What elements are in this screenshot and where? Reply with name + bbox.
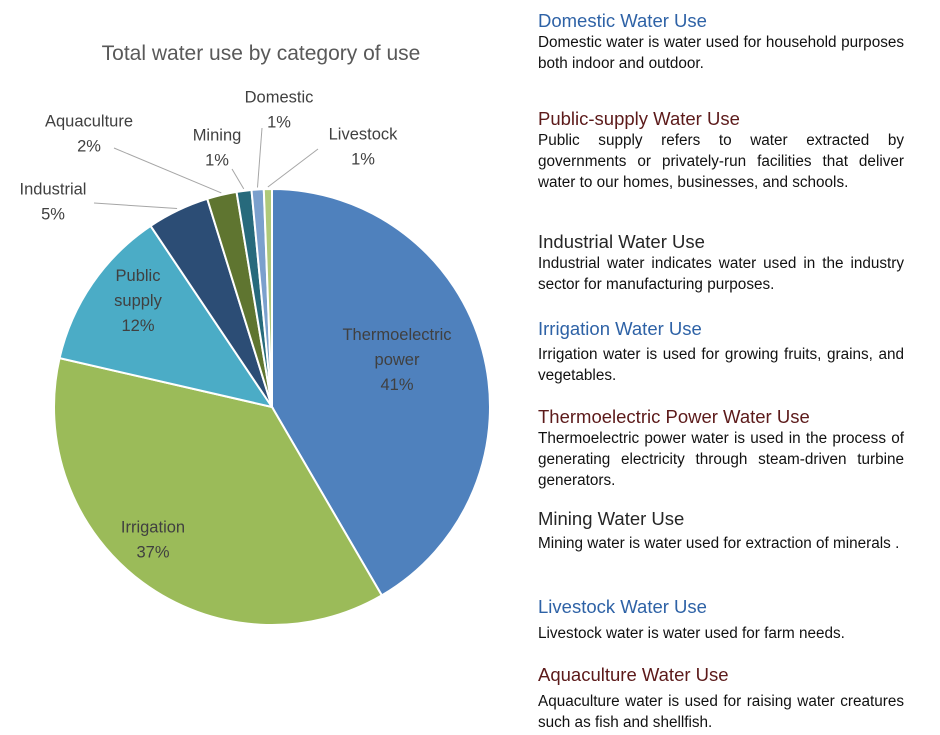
definition-title: Thermoelectric Power Water Use: [538, 406, 810, 427]
pie-slice-public-supply: [58, 224, 275, 409]
definition-title: Public-supply Water Use: [538, 108, 740, 129]
definition-aquaculture: Aquaculture Water Use Aquaculture water …: [538, 664, 904, 733]
data-label-thermoelectric-power: Thermoelectric power 41%: [342, 326, 451, 394]
definition-public-supply: Public-supply Water Use Public supply re…: [538, 108, 904, 193]
data-label-aquaculture: Aquaculture 2%: [45, 113, 133, 156]
data-label-industrial: Industrial 5%: [20, 181, 87, 224]
leader-line: [113, 147, 222, 194]
leader-line: [231, 168, 245, 190]
leader-line: [256, 127, 263, 188]
pie-chart: Total water use by category of use Therm…: [20, 42, 491, 626]
definition-text: Mining water is water used for extractio…: [538, 535, 900, 552]
pie-slice-thermoelectric-power: [271, 187, 491, 597]
pie-slice-irrigation: [53, 356, 384, 626]
definition-text: Livestock water is water used for farm n…: [538, 625, 845, 642]
definition-text: Aquaculture water is used for raising wa…: [538, 693, 904, 731]
definition-text: Thermoelectric power water is used in th…: [538, 430, 904, 489]
definition-text: Domestic water is water used for househo…: [538, 34, 904, 72]
data-label-domestic: Domestic 1%: [245, 89, 314, 132]
data-label-livestock: Livestock 1%: [329, 126, 399, 169]
definition-title: Domestic Water Use: [538, 10, 707, 31]
definition-text: Irrigation water is used for growing fru…: [538, 346, 904, 384]
definition-title: Livestock Water Use: [538, 596, 707, 617]
definition-livestock: Livestock Water Use Livestock water is w…: [538, 596, 904, 644]
leader-line: [267, 148, 319, 188]
definition-irrigation: Irrigation Water Use Irrigation water is…: [538, 318, 904, 386]
definition-industrial: Industrial Water Use Industrial water in…: [538, 231, 904, 295]
pie-slice-livestock: [262, 187, 273, 408]
data-label-irrigation: Irrigation 37%: [121, 519, 185, 562]
definition-title: Industrial Water Use: [538, 231, 705, 252]
data-label-public-supply: Public supply 12%: [114, 267, 162, 335]
definition-title: Irrigation Water Use: [538, 318, 702, 339]
data-label-mining: Mining 1%: [193, 127, 242, 170]
definition-text: Industrial water indicates water used in…: [538, 255, 904, 293]
definition-thermoelectric: Thermoelectric Power Water Use Thermoele…: [538, 406, 904, 491]
definition-mining: Mining Water Use Mining water is water u…: [538, 508, 904, 554]
leader-line: [93, 202, 178, 210]
definition-domestic: Domestic Water Use Domestic water is wat…: [538, 10, 904, 74]
definition-title: Aquaculture Water Use: [538, 664, 729, 685]
definition-title: Mining Water Use: [538, 508, 685, 529]
chart-title: Total water use by category of use: [102, 42, 421, 65]
definition-text: Public supply refers to water extracted …: [538, 132, 904, 191]
